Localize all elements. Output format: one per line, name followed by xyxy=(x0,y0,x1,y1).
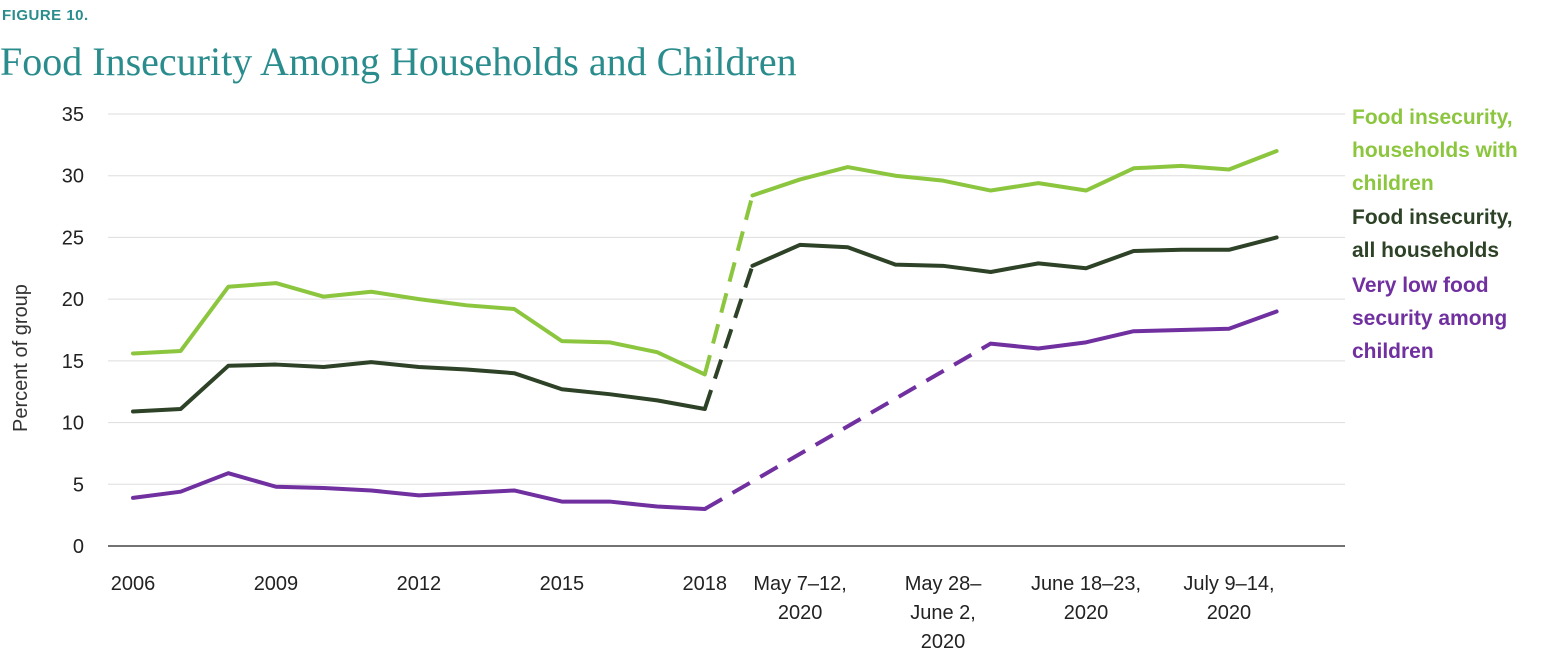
figure-label: FIGURE 10. xyxy=(2,7,89,24)
x-tick-label: 2006 xyxy=(111,573,156,595)
x-tick-label: 2009 xyxy=(254,573,299,595)
series-line xyxy=(131,471,707,511)
gridlines xyxy=(108,113,1345,547)
y-tick-label: 5 xyxy=(73,474,84,496)
series-group xyxy=(131,235,1279,414)
y-axis-label: Percent of group xyxy=(10,284,32,432)
x-tick-label: 2018 xyxy=(683,573,728,595)
series-group xyxy=(131,149,1279,377)
series-line xyxy=(131,281,707,377)
y-tick-label: 0 xyxy=(73,536,84,558)
series-line xyxy=(988,309,1279,351)
series-group xyxy=(131,309,1279,511)
legend-label: Food insecurity, households with children xyxy=(1352,106,1518,195)
legend-label: Food insecurity, all households xyxy=(1352,206,1513,262)
y-axis-ticks: 0 5 10 15 20 25 30 35 xyxy=(62,104,84,558)
series-line xyxy=(750,235,1279,274)
x-tick-label: May 7–12, 2020 xyxy=(753,573,846,624)
series-dashed-gap xyxy=(703,341,992,511)
y-tick-label: 10 xyxy=(62,413,84,435)
legend: Food insecurity, households with children F… xyxy=(1352,106,1518,363)
x-tick-label: July 9–14, 2020 xyxy=(1183,573,1274,624)
legend-label: Very low food security among children xyxy=(1352,274,1507,363)
series-line xyxy=(750,149,1279,198)
y-tick-label: 35 xyxy=(62,104,84,126)
x-tick-label: June 18–23, 2020 xyxy=(1031,573,1141,624)
x-tick-label: 2012 xyxy=(397,573,442,595)
series-lines xyxy=(131,149,1279,511)
y-tick-label: 25 xyxy=(62,227,84,249)
series-line xyxy=(131,360,707,414)
x-axis-ticks: 2006 2009 2012 2015 2018 May 7–12, 2020 May 28–… xyxy=(111,573,1275,653)
x-tick-label: May 28– June 2, 2020 xyxy=(905,573,983,653)
x-tick-label: 2015 xyxy=(540,573,585,595)
chart-title: Food Insecurity Among Households and Chi… xyxy=(0,39,797,84)
y-tick-label: 15 xyxy=(62,351,84,373)
y-tick-label: 30 xyxy=(62,166,84,188)
y-tick-label: 20 xyxy=(62,289,84,311)
series-dashed-gap xyxy=(702,265,755,410)
